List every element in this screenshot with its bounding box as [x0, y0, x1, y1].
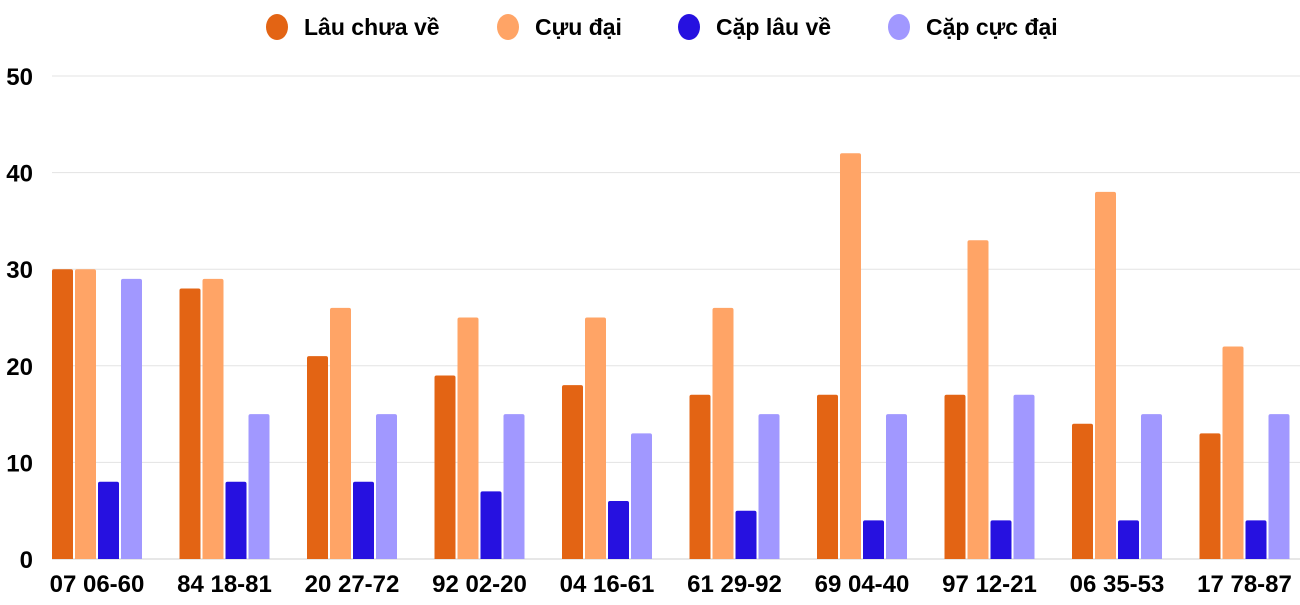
y-tick-label: 50	[6, 64, 33, 91]
bar-cựu-đại	[967, 240, 989, 559]
bar-cựu-đại	[457, 317, 479, 559]
x-tick-label: 69 04-40	[815, 571, 910, 598]
bar-lâu-chưa-về	[1072, 423, 1093, 559]
bar-cặp-lâu-về	[1118, 520, 1139, 559]
legend-label: Cặp cực đại	[926, 14, 1058, 40]
x-tick-label: 20 27-72	[305, 571, 400, 598]
bar-cặp-cực-đại	[1013, 394, 1035, 559]
bar-cựu-đại	[330, 307, 351, 559]
y-tick-label: 10	[6, 450, 33, 477]
x-tick-label: 84 18-81	[177, 571, 272, 598]
bar-lâu-chưa-về	[689, 394, 711, 559]
bars	[52, 153, 1290, 560]
bar-cựu-đại	[1095, 191, 1116, 560]
bar-cặp-cực-đại	[376, 414, 397, 559]
bar-cặp-lâu-về	[480, 491, 502, 559]
bar-cặp-lâu-về	[225, 481, 247, 559]
y-tick-label: 40	[6, 161, 33, 188]
x-axis: 07 06-60 84 18-81 20 27-72 92 02-20 04 16-61…	[50, 571, 1292, 598]
legend-item: Cựu đại	[497, 14, 622, 40]
legend-label: Cựu đại	[535, 14, 622, 40]
bar-cặp-lâu-về	[863, 520, 884, 559]
bar-cặp-cực-đại	[121, 278, 142, 559]
bar-cặp-cực-đại	[886, 414, 907, 559]
bar-cặp-cực-đại	[248, 414, 270, 559]
legend: Lâu chưa về Cựu đại Cặp lâu về Cặp cực đại	[266, 14, 1058, 40]
y-tick-label: 0	[20, 547, 33, 574]
bar-cặp-lâu-về	[990, 520, 1012, 559]
x-tick-label: 92 02-20	[432, 571, 527, 598]
x-tick-label: 61 29-92	[687, 571, 782, 598]
legend-item: Lâu chưa về	[266, 14, 440, 40]
bar-cặp-cực-đại	[503, 414, 525, 559]
legend-swatch	[678, 14, 700, 40]
legend-label: Cặp lâu về	[716, 14, 831, 40]
legend-swatch	[497, 14, 519, 40]
x-tick-label: 06 35-53	[1070, 571, 1165, 598]
bar-cặp-lâu-về	[1245, 520, 1267, 559]
bar-cựu-đại	[202, 278, 224, 559]
legend-item: Cặp lâu về	[678, 14, 831, 40]
y-axis: 0 10 20 30 40 50	[6, 64, 33, 574]
bar-cặp-lâu-về	[98, 481, 119, 559]
bar-cựu-đại	[75, 269, 96, 559]
bar-cặp-cực-đại	[758, 414, 780, 559]
y-tick-label: 30	[6, 257, 33, 284]
bar-cựu-đại	[712, 307, 734, 559]
bar-lâu-chưa-về	[307, 356, 328, 559]
bar-cặp-cực-đại	[631, 433, 652, 559]
bar-cặp-lâu-về	[735, 510, 757, 559]
x-tick-label: 17 78-87	[1197, 571, 1292, 598]
bar-lâu-chưa-về	[179, 288, 201, 559]
bar-lâu-chưa-về	[817, 394, 838, 559]
bar-cặp-lâu-về	[353, 481, 374, 559]
legend-label: Lâu chưa về	[304, 14, 440, 40]
bar-cựu-đại	[1222, 346, 1244, 559]
x-tick-label: 07 06-60	[50, 571, 145, 598]
bar-cựu-đại	[840, 153, 861, 559]
y-tick-label: 20	[6, 354, 33, 381]
bar-cựu-đại	[585, 317, 606, 559]
bar-cặp-cực-đại	[1141, 414, 1162, 559]
x-tick-label: 04 16-61	[560, 571, 655, 598]
bar-cặp-lâu-về	[608, 501, 629, 559]
bar-lâu-chưa-về	[944, 394, 966, 559]
bar-lâu-chưa-về	[1199, 433, 1221, 559]
bar-lâu-chưa-về	[434, 375, 456, 559]
bar-cặp-cực-đại	[1268, 414, 1290, 559]
legend-item: Cặp cực đại	[888, 14, 1058, 40]
bar-lâu-chưa-về	[52, 269, 73, 559]
x-tick-label: 97 12-21	[942, 571, 1037, 598]
bar-lâu-chưa-về	[562, 385, 583, 559]
legend-swatch	[888, 14, 910, 40]
legend-swatch	[266, 14, 288, 40]
